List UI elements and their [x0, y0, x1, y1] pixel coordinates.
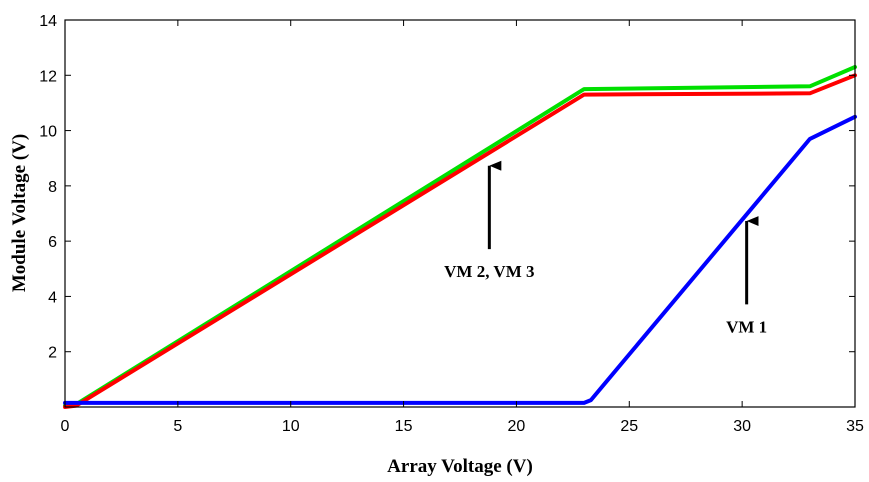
- y-tick-label: 8: [48, 179, 57, 196]
- annotation-layer: VM 2, VM 3 VM 1: [444, 160, 767, 336]
- tick-layer: 0 5 10 15 20 25 30 35 2 4 6 8 10 12 14: [39, 13, 864, 435]
- x-tick-label: 25: [620, 418, 638, 435]
- x-tick-label: 10: [282, 418, 300, 435]
- series-layer: [63, 65, 857, 409]
- annotation-label-1: VM 2, VM 3: [444, 262, 534, 281]
- plot-area: [65, 20, 855, 407]
- y-tick-label: 4: [48, 289, 57, 306]
- y-tick-label: 12: [39, 68, 57, 85]
- series-line-2: [63, 73, 857, 409]
- x-tick-label: 5: [173, 418, 182, 435]
- annotation-label-2: VM 1: [726, 317, 767, 336]
- x-tick-label: 15: [395, 418, 413, 435]
- x-tick-label: 0: [61, 418, 70, 435]
- x-axis-label: Array Voltage (V): [387, 456, 533, 477]
- x-tick-label: 20: [508, 418, 526, 435]
- y-tick-label: 14: [39, 13, 57, 30]
- y-axis-label: Module Voltage (V): [9, 134, 30, 292]
- x-tick-label: 35: [846, 418, 864, 435]
- plot-frame: [64, 19, 856, 408]
- y-tick-label: 2: [48, 345, 57, 362]
- series-line-3: [63, 114, 857, 405]
- x-tick-label: 30: [733, 418, 751, 435]
- y-tick-label: 10: [39, 124, 57, 141]
- y-tick-label: 6: [48, 234, 57, 251]
